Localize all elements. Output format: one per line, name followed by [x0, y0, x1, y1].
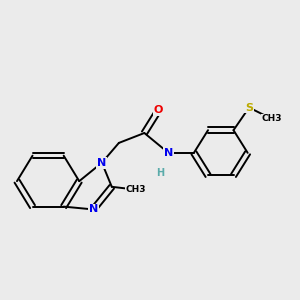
Text: CH3: CH3: [126, 185, 146, 194]
Text: N: N: [97, 158, 106, 168]
Text: H: H: [156, 168, 164, 178]
Text: S: S: [245, 103, 253, 112]
Text: N: N: [89, 204, 98, 214]
Text: CH3: CH3: [262, 114, 282, 123]
Text: N: N: [164, 148, 173, 158]
Text: O: O: [154, 105, 163, 116]
